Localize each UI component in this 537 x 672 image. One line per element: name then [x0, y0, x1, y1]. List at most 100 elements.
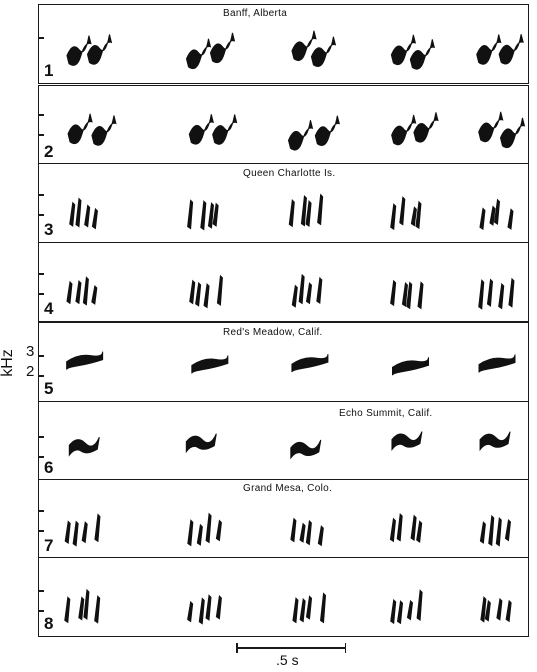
frequency-tick	[39, 530, 44, 532]
sonogram-note	[290, 517, 297, 543]
sonogram-note	[91, 115, 117, 146]
sonogram-note	[200, 200, 207, 231]
sonogram-note	[495, 516, 502, 547]
sonogram-note	[67, 113, 93, 145]
frequency-tick	[39, 355, 44, 357]
sonogram-note	[75, 280, 82, 305]
time-scale-label: .5 s	[276, 652, 299, 668]
sonogram-note	[207, 202, 215, 229]
sonogram-note	[209, 32, 236, 64]
sonogram-note	[75, 197, 82, 228]
sonogram-note	[399, 196, 406, 226]
sonogram-panel-5: Red's Meadow, Calif. 5	[38, 322, 529, 402]
frequency-tick	[39, 194, 44, 196]
location-label: Echo Summit, Calif.	[339, 408, 433, 419]
sonogram-panel-3: Queen Charlotte Is. 3	[38, 163, 529, 243]
panel-number: 4	[44, 299, 54, 318]
sonogram-note	[288, 199, 295, 228]
sonogram-note	[314, 115, 341, 146]
sonogram-note	[390, 34, 417, 66]
sonogram-note	[390, 279, 397, 307]
sonogram-note	[305, 282, 313, 305]
frequency-tick	[39, 375, 44, 377]
sonogram-note	[91, 207, 98, 230]
sonogram-note	[479, 521, 486, 544]
sonogram-note	[496, 597, 503, 621]
sonogram-note	[479, 431, 511, 452]
frequency-tick	[39, 273, 44, 275]
sonogram-note	[317, 193, 324, 226]
sonogram-note	[83, 588, 90, 620]
sonogram-note	[66, 351, 104, 370]
sonogram-note	[290, 439, 322, 460]
sonogram-note	[390, 598, 397, 625]
sonogram-traces	[64, 588, 512, 625]
frequency-tick	[39, 293, 44, 295]
sonogram-note	[305, 595, 313, 620]
sonogram-note	[185, 433, 217, 454]
frequency-tick	[39, 114, 44, 116]
panel-number: 8	[44, 614, 54, 633]
sonogram-note	[86, 34, 113, 65]
sonogram-note	[299, 597, 306, 623]
scale-bar-line	[236, 647, 346, 649]
sonogram-traces	[66, 30, 524, 70]
frequency-tick	[39, 214, 44, 216]
sonogram-note	[300, 195, 307, 227]
sonogram-note	[299, 522, 306, 543]
sonogram-panel-6: Echo Summit, Calif. 6	[38, 401, 529, 481]
sonogram-traces	[67, 111, 526, 151]
frequency-tick	[39, 590, 44, 592]
sonogram-note	[185, 38, 212, 70]
sonogram-note	[401, 282, 408, 308]
sonogram-note	[203, 283, 210, 309]
panel-number: 1	[44, 61, 54, 80]
sonogram-note	[478, 111, 504, 143]
panel-number: 3	[44, 220, 54, 239]
sonogram-note	[66, 35, 92, 66]
sonogram-panel-2: 2	[38, 85, 529, 165]
sonogram-note	[480, 596, 487, 623]
sonogram-note	[191, 355, 229, 374]
sonogram-note	[195, 281, 202, 307]
sonogram-note	[390, 203, 397, 231]
sonogram-note	[212, 114, 238, 145]
sonogram-note	[66, 280, 73, 305]
sonogram-traces	[69, 193, 514, 231]
location-label: Red's Meadow, Calif.	[223, 327, 323, 338]
sonogram-traces	[68, 431, 511, 460]
sonogram-note	[488, 514, 495, 547]
sonogram-note	[291, 284, 298, 308]
sonogram-note	[499, 117, 526, 149]
sonogram-note	[320, 592, 327, 624]
sonogram-note	[413, 112, 439, 143]
sonogram-note	[484, 599, 491, 622]
sonogram-note	[64, 520, 71, 545]
sonogram-panel-8: 8	[38, 557, 529, 637]
sonogram-note	[94, 513, 101, 543]
frequency-tick	[39, 610, 44, 612]
sonogram-note	[68, 437, 100, 457]
sonogram-note	[292, 597, 299, 624]
sonogram-note	[94, 595, 101, 624]
sonogram-note	[406, 599, 414, 621]
sonogram-note	[81, 521, 88, 544]
frequency-tick	[39, 37, 44, 39]
sonogram-note	[409, 39, 436, 70]
sonogram-note	[78, 596, 85, 621]
sonogram-note	[69, 201, 76, 227]
sonogram-traces	[66, 351, 516, 376]
y-axis-label: kHz	[0, 349, 16, 377]
sonogram-note	[478, 279, 485, 310]
sonogram-note	[486, 278, 494, 307]
sonogram-note	[198, 597, 205, 625]
sonogram-note	[498, 282, 505, 310]
sonogram-note	[416, 589, 423, 621]
sonogram-note	[187, 600, 194, 623]
sonogram-note	[188, 114, 214, 145]
sonogram-panel-1: Banff, Alberta 1	[38, 4, 529, 84]
sonogram-note	[317, 525, 324, 547]
sonogram-note	[298, 273, 305, 305]
sonogram-note	[215, 595, 222, 620]
